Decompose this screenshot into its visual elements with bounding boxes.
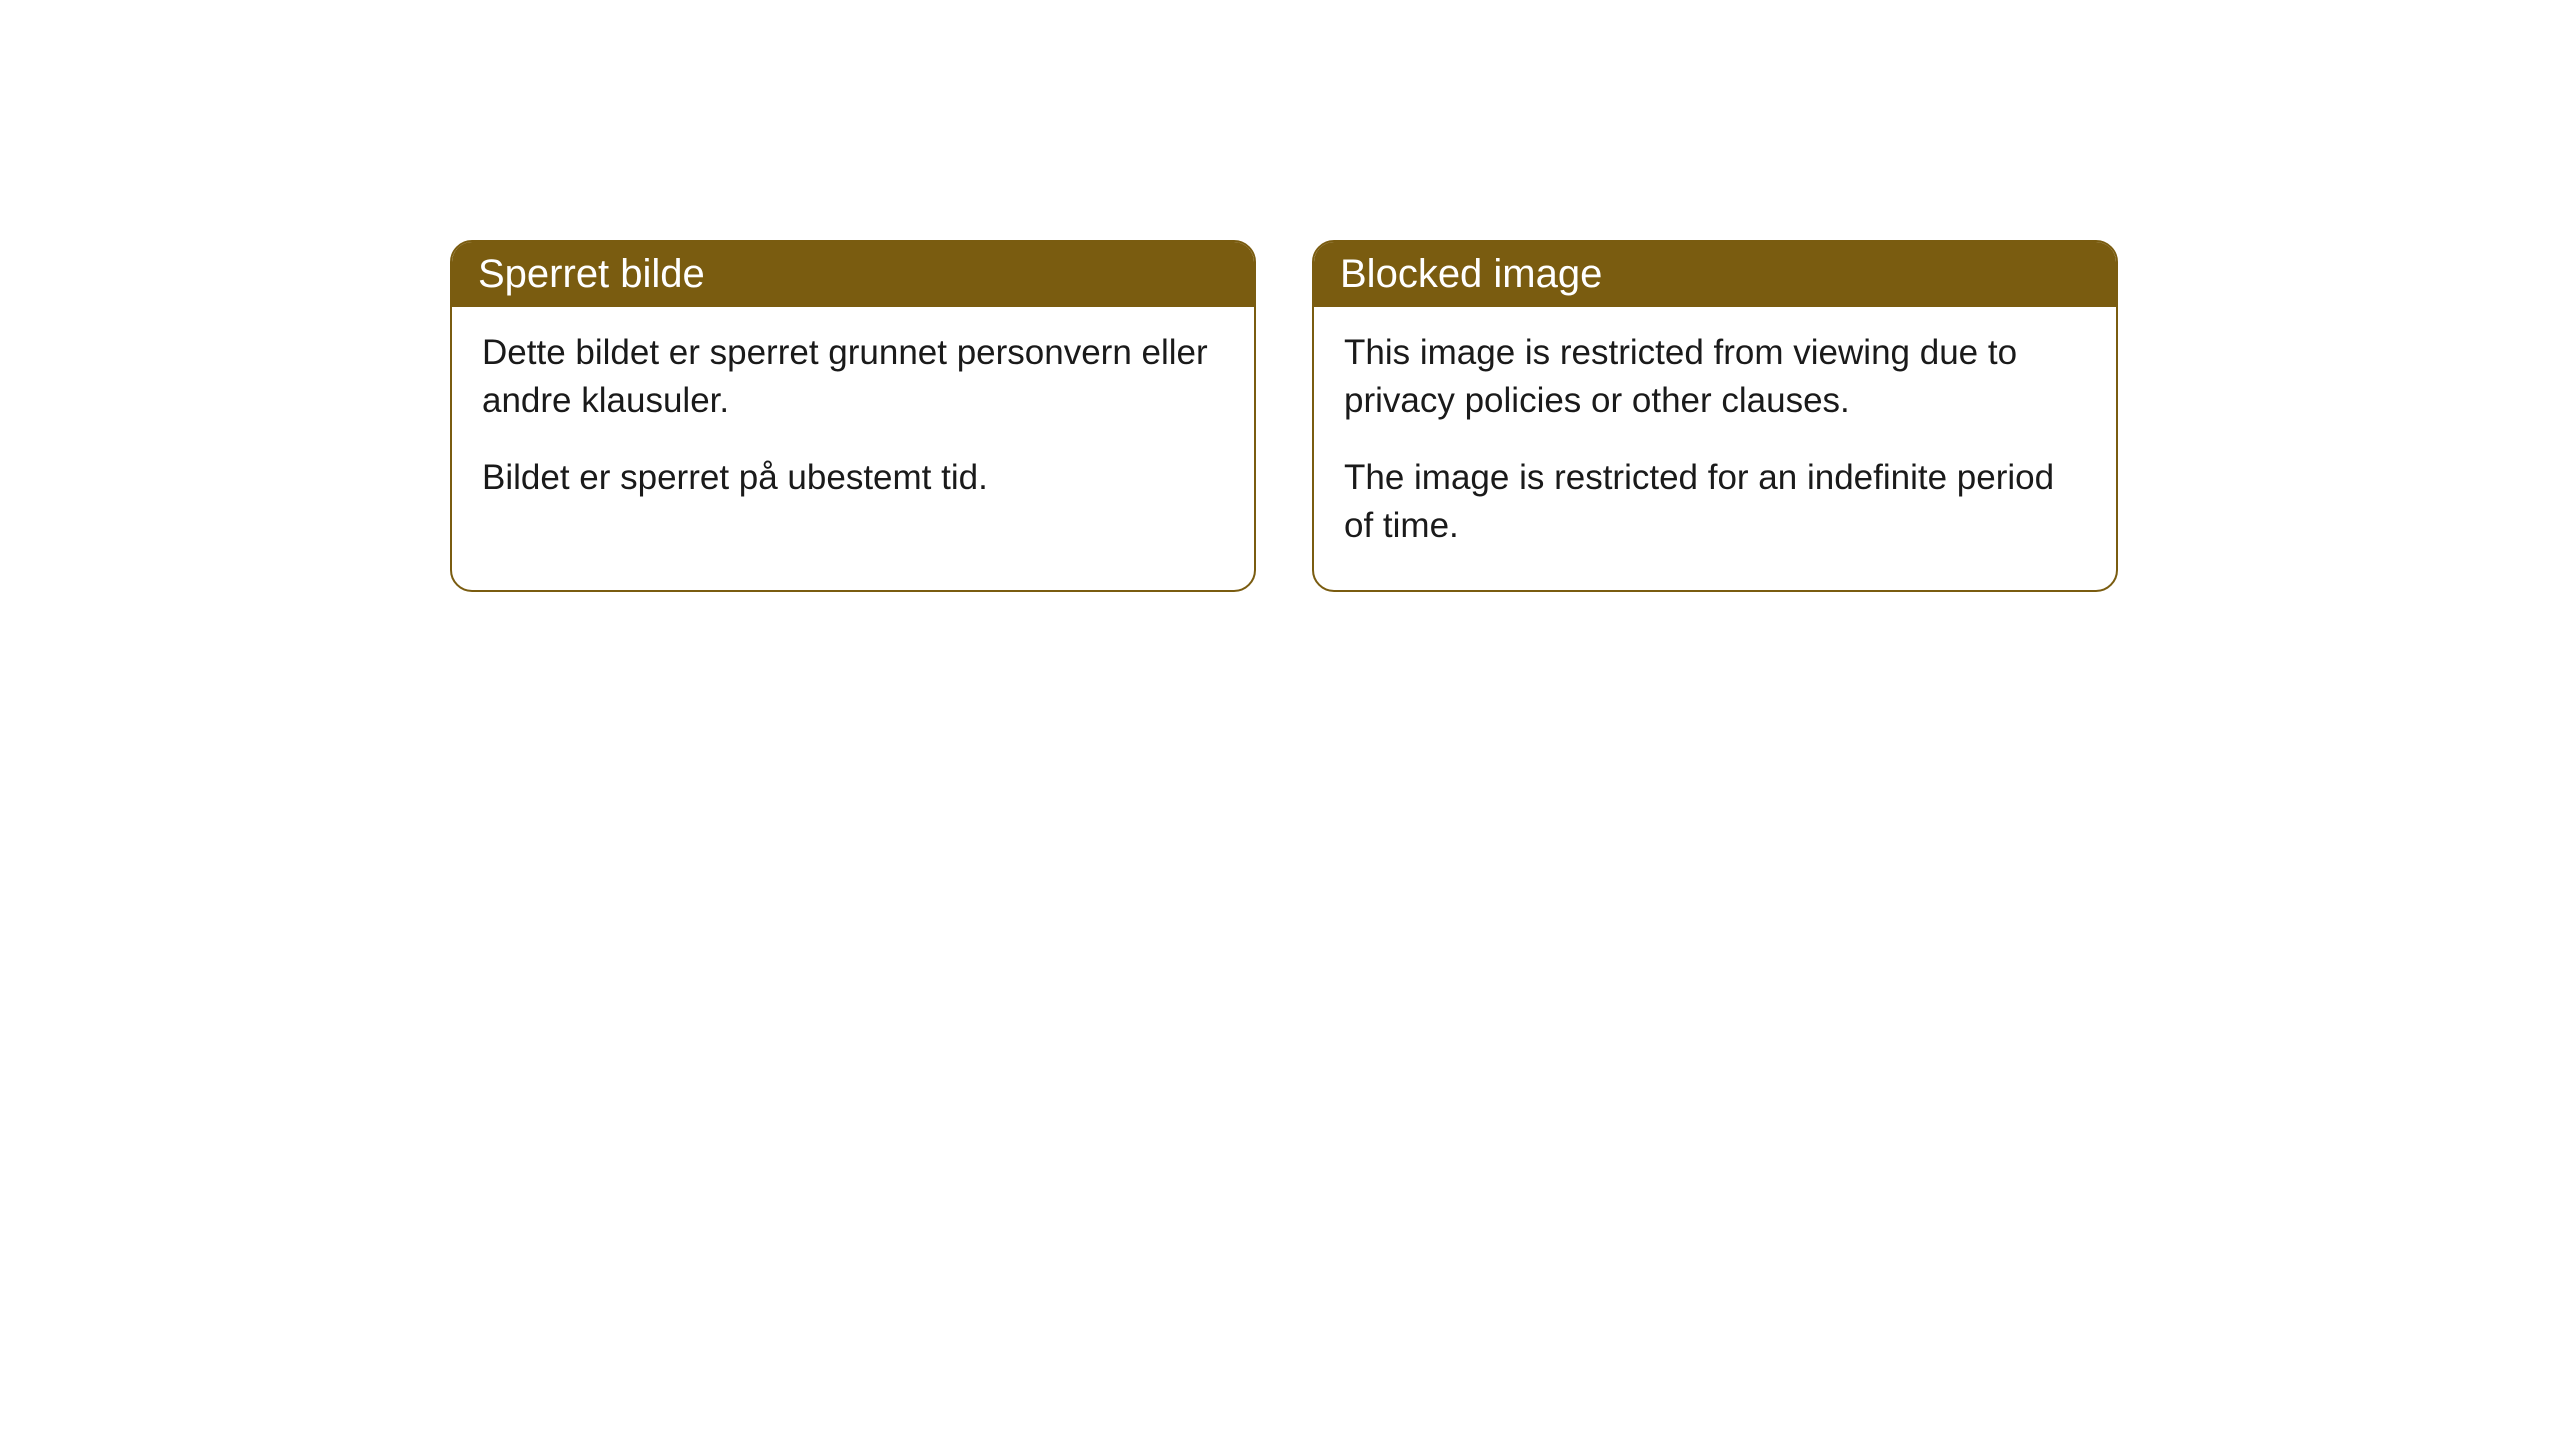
card-header-english: Blocked image (1314, 242, 2116, 307)
card-text-paragraph-1: This image is restricted from viewing du… (1344, 329, 2086, 426)
card-body-norwegian: Dette bildet er sperret grunnet personve… (452, 307, 1254, 542)
card-body-english: This image is restricted from viewing du… (1314, 307, 2116, 590)
card-title: Sperret bilde (478, 252, 705, 296)
card-text-paragraph-2: The image is restricted for an indefinit… (1344, 454, 2086, 551)
card-title: Blocked image (1340, 252, 1602, 296)
blocked-image-card-norwegian: Sperret bilde Dette bildet er sperret gr… (450, 240, 1256, 592)
card-header-norwegian: Sperret bilde (452, 242, 1254, 307)
blocked-image-card-english: Blocked image This image is restricted f… (1312, 240, 2118, 592)
notice-cards-container: Sperret bilde Dette bildet er sperret gr… (450, 240, 2118, 592)
card-text-paragraph-1: Dette bildet er sperret grunnet personve… (482, 329, 1224, 426)
card-text-paragraph-2: Bildet er sperret på ubestemt tid. (482, 454, 1224, 502)
